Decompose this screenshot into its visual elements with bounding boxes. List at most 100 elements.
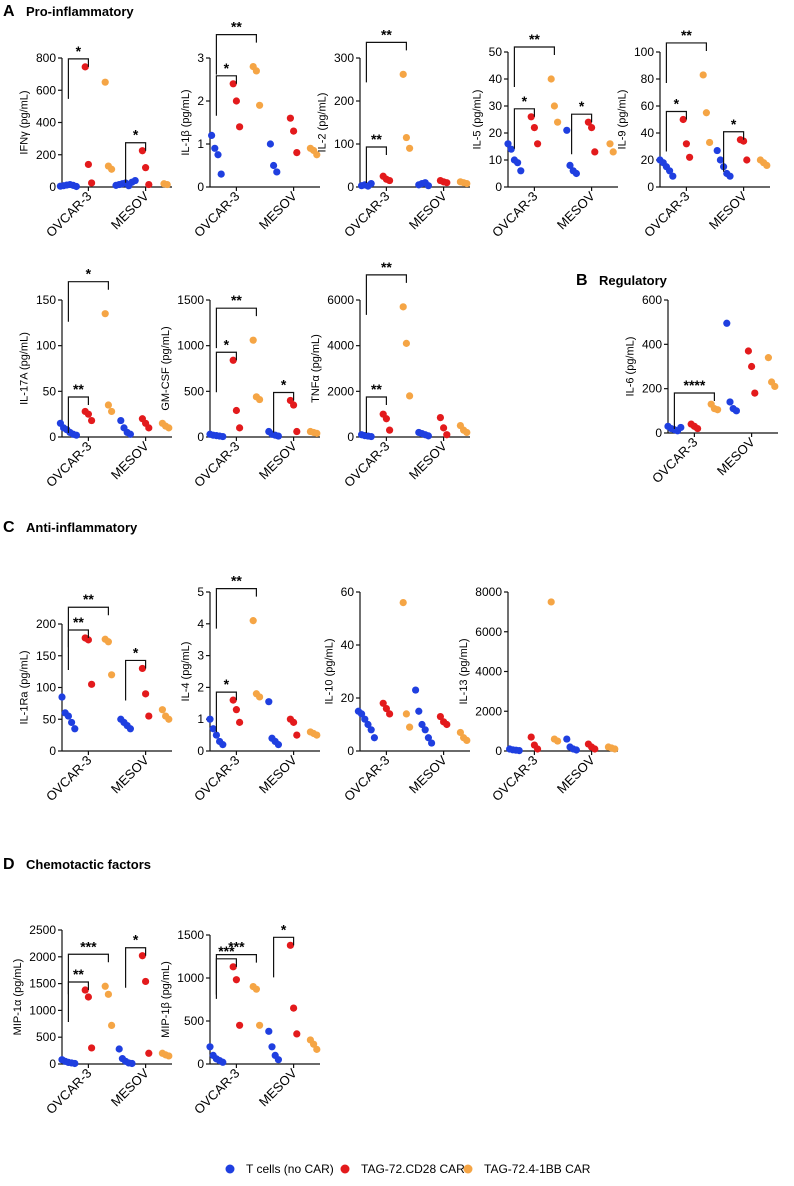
y-tick-label: 200 (642, 382, 662, 396)
significance-bracket (513, 46, 555, 87)
legend-marker-t-cells (225, 1164, 235, 1174)
x-category-label: MESOV (714, 434, 758, 478)
data-point (361, 715, 369, 723)
y-tick-label: 0 (197, 744, 204, 758)
y-axis-title: TNFα (pg/mL) (310, 334, 322, 403)
data-point (443, 431, 451, 439)
x-category-label: MESOV (706, 188, 750, 232)
y-tick-label: 4 (197, 617, 204, 631)
significance-bracket (215, 588, 257, 629)
x-category-label: OVCAR-3 (191, 1066, 242, 1117)
significance-bracket (665, 42, 707, 83)
significance-label: * (522, 93, 528, 109)
data-point (358, 710, 366, 718)
data-point (165, 1052, 173, 1060)
data-point (517, 167, 525, 175)
data-point (145, 712, 153, 720)
legend-marker-41bb (463, 1164, 473, 1174)
data-point (142, 690, 150, 698)
data-point (138, 147, 146, 155)
y-tick-label: 300 (334, 51, 354, 65)
section-title-c: Anti-inflammatory (26, 520, 138, 535)
data-point (293, 1030, 301, 1038)
significance-label: ** (83, 591, 94, 607)
legend-label-t-cells: T cells (no CAR) (246, 1162, 334, 1176)
data-point (406, 723, 414, 731)
section-title-d: Chemotactic factors (26, 857, 151, 872)
data-point (399, 70, 407, 78)
significance-label: * (224, 60, 230, 76)
y-tick-label: 2000 (327, 384, 354, 398)
data-point (563, 126, 571, 134)
significance-label: ** (231, 573, 242, 589)
y-tick-label: 20 (641, 153, 655, 167)
significance-label: ** (529, 31, 540, 47)
section-letter-b: B (576, 272, 588, 289)
data-point (507, 145, 515, 153)
data-point (229, 696, 237, 704)
x-category-label: MESOV (108, 1065, 152, 1109)
data-point (68, 718, 76, 727)
data-point (702, 109, 711, 117)
x-category-label: OVCAR-3 (341, 189, 392, 240)
y-tick-label: 200 (36, 617, 56, 631)
data-point (249, 617, 257, 625)
data-point (286, 114, 294, 122)
y-tick-label: 1500 (29, 977, 56, 991)
data-point (382, 415, 390, 423)
data-point (514, 159, 522, 167)
data-point (293, 731, 301, 739)
significance-bracket (365, 396, 387, 433)
significance-bracket (273, 391, 295, 433)
data-point (274, 432, 282, 440)
data-point (310, 1040, 318, 1048)
data-point (158, 706, 166, 714)
significance-bracket (125, 947, 147, 988)
x-category-label: OVCAR-3 (341, 439, 392, 490)
data-point (412, 686, 420, 694)
data-point (751, 389, 759, 397)
x-category-label: MESOV (406, 752, 450, 796)
data-point (591, 148, 599, 156)
y-axis-title: IL-9 (pg/mL) (617, 90, 629, 150)
data-point (364, 720, 372, 729)
x-category-label: MESOV (256, 1065, 300, 1109)
y-tick-label: 0 (495, 744, 502, 758)
data-point (547, 75, 555, 83)
chart-13: 0 500 1000 1500 2000 2500 MIP-1α (pg/mL) OVCAR-… (12, 923, 173, 1117)
data-point (293, 427, 301, 436)
y-tick-label: 4000 (327, 339, 354, 353)
y-tick-label: 50 (43, 384, 57, 398)
data-point (165, 715, 173, 723)
data-point (367, 726, 375, 734)
y-tick-label: 1 (197, 137, 204, 151)
data-point (101, 310, 109, 318)
data-point (219, 1058, 227, 1066)
y-tick-label: 0 (347, 180, 354, 194)
significance-label: ** (371, 131, 382, 147)
data-point (88, 1044, 96, 1052)
data-point (572, 169, 581, 178)
data-point (108, 407, 116, 416)
y-tick-label: 2500 (29, 923, 56, 937)
y-tick-label: 40 (341, 638, 355, 652)
x-category-label: OVCAR-3 (649, 435, 700, 486)
y-tick-label: 0 (655, 426, 662, 440)
data-point (406, 392, 414, 400)
data-point (115, 1045, 123, 1053)
significance-label: ** (231, 19, 242, 35)
data-point (232, 406, 240, 415)
data-point (232, 97, 240, 105)
y-axis-title: MIP-1β (pg/mL) (160, 961, 172, 1038)
data-point (771, 382, 779, 391)
y-tick-label: 200 (36, 148, 56, 162)
y-axis-title: IL-4 (pg/mL) (180, 642, 192, 702)
y-tick-label: 6000 (475, 625, 502, 639)
data-point (142, 164, 150, 172)
data-point (424, 182, 432, 190)
data-point (84, 636, 92, 644)
data-point (229, 963, 237, 971)
data-point (236, 718, 244, 726)
